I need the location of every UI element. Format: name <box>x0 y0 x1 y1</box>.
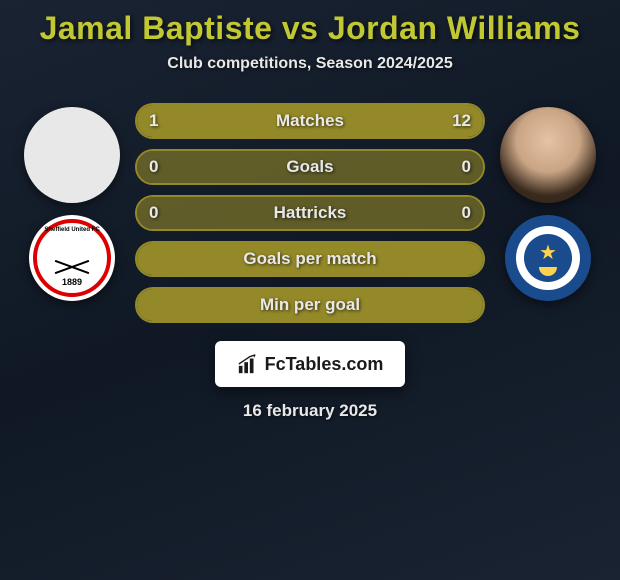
bar-chart-icon <box>237 353 259 375</box>
player-left-club-badge: Sheffield United FC <box>29 215 115 301</box>
stat-label: Goals <box>137 157 483 177</box>
player-left-avatar <box>24 107 120 203</box>
player-left-column: Sheffield United FC <box>17 103 127 301</box>
stat-bar: 112Matches <box>135 103 485 139</box>
crescent-icon <box>539 267 557 276</box>
player-right-avatar <box>500 107 596 203</box>
stat-label: Min per goal <box>137 295 483 315</box>
date-label: 16 february 2025 <box>243 401 377 421</box>
page-title: Jamal Baptiste vs Jordan Williams <box>0 10 620 47</box>
stat-bar: 00Goals <box>135 149 485 185</box>
sheffield-text: Sheffield United FC <box>42 227 102 233</box>
stat-label: Matches <box>137 111 483 131</box>
star-icon: ★ <box>539 240 557 265</box>
stat-bar: Min per goal <box>135 287 485 323</box>
stat-label: Hattricks <box>137 203 483 223</box>
portsmouth-inner: ★ <box>524 234 572 282</box>
fctables-logo-text: FcTables.com <box>265 354 384 375</box>
footer: FcTables.com 16 february 2025 <box>0 341 620 421</box>
player-right-column: ★ <box>493 103 603 301</box>
player-right-club-badge: ★ <box>505 215 591 301</box>
swords-icon <box>52 257 92 277</box>
fctables-logo-card: FcTables.com <box>215 341 406 387</box>
stats-bars: 112Matches 00Goals 00Hattricks Goals per ma… <box>135 103 485 323</box>
comparison-row: Sheffield United FC 112Matches 00Goals 00H… <box>0 103 620 323</box>
subtitle: Club competitions, Season 2024/2025 <box>0 55 620 73</box>
stat-bar: Goals per match <box>135 241 485 277</box>
stat-label: Goals per match <box>137 249 483 269</box>
stat-bar: 00Hattricks <box>135 195 485 231</box>
